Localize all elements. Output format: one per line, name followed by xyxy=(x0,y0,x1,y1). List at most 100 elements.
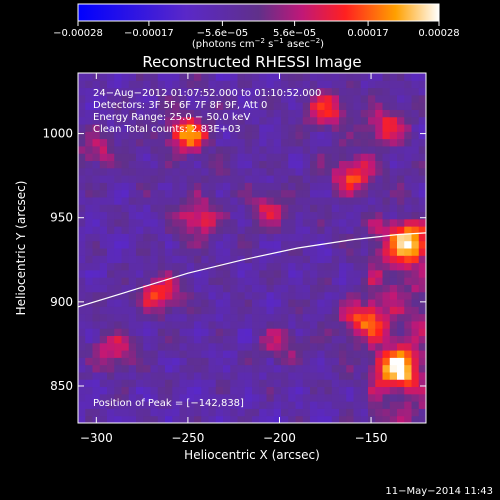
heatmap-cell xyxy=(194,102,202,110)
heatmap-cell xyxy=(136,218,144,227)
heatmap-cell xyxy=(114,415,122,423)
heatmap-cell xyxy=(201,124,209,132)
heatmap-cell xyxy=(397,153,405,161)
heatmap-cell xyxy=(288,415,296,423)
heatmap-cell xyxy=(237,342,246,351)
heatmap-cell xyxy=(295,145,304,154)
heatmap-cell xyxy=(375,73,383,81)
heatmap-cell xyxy=(99,189,108,198)
heatmap-cell xyxy=(346,393,354,402)
heatmap-cell xyxy=(397,80,405,89)
heatmap-cell xyxy=(244,255,253,264)
heatmap-cell xyxy=(375,116,383,125)
heatmap-cell xyxy=(237,138,246,147)
heatmap-cell xyxy=(252,87,260,96)
heatmap-cell xyxy=(404,116,412,125)
heatmap-cell xyxy=(99,335,108,344)
heatmap-cell xyxy=(302,175,311,183)
heatmap-cell xyxy=(179,218,188,227)
heatmap-cell xyxy=(259,364,267,373)
heatmap-cell xyxy=(382,313,391,322)
heatmap-cell xyxy=(266,248,275,256)
heatmap-cell xyxy=(85,87,93,96)
heatmap-cell xyxy=(397,226,405,234)
heatmap-cell xyxy=(324,364,333,373)
heatmap-cell xyxy=(331,109,340,118)
heatmap-cell xyxy=(201,299,209,307)
heatmap-cell xyxy=(375,364,383,373)
colorbar-tick-label-5: 0.00028 xyxy=(418,28,459,39)
heatmap-cell xyxy=(404,182,412,191)
heatmap-cell xyxy=(78,167,86,176)
heatmap-cell xyxy=(85,306,93,315)
heatmap-cell xyxy=(99,277,108,285)
heatmap-cell xyxy=(157,408,166,417)
heatmap-cell xyxy=(310,204,318,213)
heatmap-cell xyxy=(288,211,296,220)
heatmap-cell xyxy=(273,262,282,271)
heatmap-cell xyxy=(310,401,318,409)
heatmap-cell xyxy=(128,262,137,271)
heatmap-cell xyxy=(353,320,362,329)
heatmap-cell xyxy=(281,160,289,169)
heatmap-cell xyxy=(157,350,166,358)
heatmap-cell xyxy=(186,153,195,161)
heatmap-cell xyxy=(186,124,195,132)
heatmap-cell xyxy=(244,379,253,388)
heatmap-cell xyxy=(78,379,86,388)
heatmap-cell xyxy=(389,379,398,388)
x-axis-label: Heliocentric X (arcsec) xyxy=(184,448,320,462)
heatmap-cell xyxy=(237,291,246,300)
heatmap-cell xyxy=(172,342,180,351)
heatmap-cell xyxy=(259,313,267,322)
heatmap-cell xyxy=(107,167,115,176)
heatmap-cell xyxy=(404,342,412,351)
heatmap-cell xyxy=(302,189,311,198)
heatmap-cell xyxy=(237,153,246,161)
heatmap-cell xyxy=(288,204,296,213)
heatmap-cell xyxy=(259,124,267,132)
heatmap-cell xyxy=(259,109,267,118)
heatmap-cell xyxy=(201,328,209,336)
chart-title: Reconstructed RHESSI Image xyxy=(142,53,361,71)
heatmap-cell xyxy=(324,248,333,256)
heatmap-cell xyxy=(201,153,209,161)
heatmap-cell xyxy=(360,226,369,234)
heatmap-cell xyxy=(237,80,246,89)
heatmap-cell xyxy=(114,386,122,395)
heatmap-cell xyxy=(281,262,289,271)
heatmap-cell xyxy=(411,291,420,300)
heatmap-cell xyxy=(252,94,260,103)
heatmap-cell xyxy=(78,320,86,329)
heatmap-cell xyxy=(353,145,362,154)
heatmap-cell xyxy=(273,73,282,81)
heatmap-cell xyxy=(121,167,130,176)
heatmap-cell xyxy=(397,379,405,388)
heatmap-cell xyxy=(382,269,391,278)
heatmap-cell xyxy=(172,335,180,344)
heatmap-cell xyxy=(179,408,188,417)
heatmap-cell xyxy=(78,357,86,366)
heatmap-cell xyxy=(143,379,151,388)
heatmap-cell xyxy=(360,401,369,409)
heatmap-cell xyxy=(411,80,420,89)
heatmap-cell xyxy=(368,299,376,307)
heatmap-cell xyxy=(114,218,122,227)
heatmap-cell xyxy=(215,240,224,249)
heatmap-cell xyxy=(382,299,391,307)
heatmap-cell xyxy=(143,102,151,110)
heatmap-cell xyxy=(186,189,195,198)
heatmap-cell xyxy=(281,102,289,110)
heatmap-cell xyxy=(324,175,333,183)
heatmap-cell xyxy=(186,196,195,205)
heatmap-cell xyxy=(194,87,202,96)
heatmap-cell xyxy=(223,131,231,140)
heatmap-cell xyxy=(281,357,289,366)
colorbar-tick-label-3: 5.6e−05 xyxy=(273,28,316,39)
heatmap-cell xyxy=(157,226,166,234)
heatmap-cell xyxy=(310,269,318,278)
heatmap-cell xyxy=(99,269,108,278)
heatmap-cell xyxy=(310,87,318,96)
heatmap-cell xyxy=(252,269,260,278)
